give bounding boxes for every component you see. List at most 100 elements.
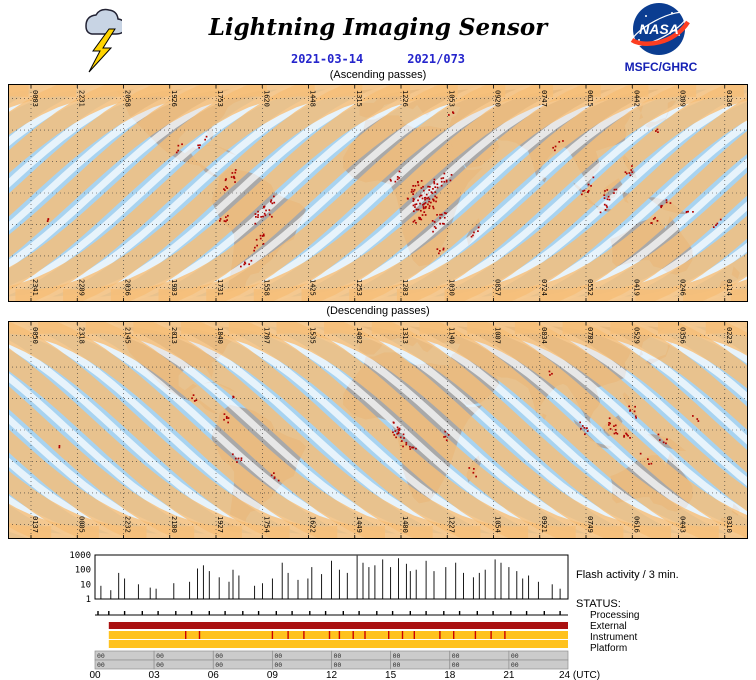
lightning-cloud-icon: [85, 8, 122, 73]
pass-time-bottom: 0724: [540, 279, 548, 296]
hour-label: 06: [208, 670, 220, 680]
status-processing-ticks: [97, 611, 561, 615]
quality-cell-value: 00: [452, 652, 460, 660]
org-link[interactable]: MSFC/GHRC: [624, 60, 698, 74]
date-label: 2021-03-14: [290, 52, 364, 66]
pass-time-top: 0702: [586, 327, 594, 344]
pass-time-top: 2318: [77, 327, 85, 344]
pass-time-bottom: 0137: [31, 516, 39, 533]
pass-time-top: 1140: [447, 327, 455, 344]
pass-time-top: 0003: [31, 90, 39, 107]
pass-time-top: 0615: [586, 90, 594, 107]
flash-chart-y-tick: 10: [80, 580, 91, 590]
pass-time-bottom: 2036: [124, 279, 132, 296]
flash-chart-y-tick: 1000: [69, 551, 91, 561]
grid: [8, 84, 748, 302]
pass-time-bottom: 0443: [679, 516, 687, 533]
hour-label: 12: [326, 670, 338, 680]
page-title: Lightning Imaging Sensor: [208, 14, 548, 41]
pass-time-bottom: 0114: [725, 279, 733, 296]
pass-time-bottom: 1754: [262, 516, 270, 533]
pass-time-top: 0136: [725, 90, 733, 107]
pass-time-top: 0920: [494, 90, 502, 107]
hour-label: 09: [267, 670, 279, 680]
status-row-label-platform: Platform: [590, 643, 627, 654]
pass-time-bottom: 0921: [540, 516, 548, 533]
star-dot: [638, 39, 640, 41]
hour-label: 03: [149, 670, 161, 680]
pass-time-top: 0529: [632, 327, 640, 344]
pass-time-top: 1926: [170, 90, 178, 107]
pass-time-top: 0834: [540, 327, 548, 344]
pass-time-top: 1007: [494, 327, 502, 344]
map-border: [8, 321, 748, 539]
descending-passes-map: 0050 0137 2318 0005 2145 2232 2013 2100 1840 1927…: [8, 321, 748, 539]
quality-cell-value: 00: [156, 652, 164, 660]
pass-time-bottom: 1449: [355, 516, 363, 533]
flash-chart-y-tick: 100: [75, 566, 91, 576]
pass-time-top: 2013: [170, 327, 178, 344]
hour-label: 18: [444, 670, 456, 680]
pass-time-bottom: 0616: [632, 516, 640, 533]
pass-time-bottom: 2341: [31, 279, 39, 296]
hour-label: 15: [385, 670, 397, 680]
quality-cell-value: 00: [97, 652, 105, 660]
pass-time-top: 1226: [401, 90, 409, 107]
status-instrument-events: [185, 631, 506, 639]
quality-cell-value: 00: [215, 652, 223, 660]
quality-cell-value: 00: [393, 661, 401, 669]
quality-cell-value: 00: [334, 652, 342, 660]
ascending-passes-caption: (Ascending passes): [329, 69, 427, 81]
pass-time-top: 0442: [632, 90, 640, 107]
quality-cell-value: 00: [274, 652, 282, 660]
pass-time-top: 1535: [309, 327, 317, 344]
grid: [8, 321, 748, 539]
pass-time-top: 1402: [355, 327, 363, 344]
hour-label: 21: [503, 670, 515, 680]
pass-time-bottom: 0246: [679, 279, 687, 296]
pass-time-labels: 0003 2341 2231 2209 2058 2036 1926 1903 1753 1731…: [31, 90, 733, 296]
orbit-ellipse: [630, 11, 688, 47]
date-row: 2021-03-14 2021/073: [0, 52, 756, 66]
flash-activity-label: Flash activity / 3 min.: [576, 569, 679, 581]
pass-time-top: 2058: [124, 90, 132, 107]
descending-passes-caption: (Descending passes): [326, 305, 430, 317]
pass-time-top: 0223: [725, 327, 733, 344]
star-dot: [645, 15, 647, 17]
pass-time-top: 0356: [679, 327, 687, 344]
hour-label: 00: [89, 670, 101, 680]
quality-cell: [508, 659, 569, 670]
quality-cell-value: 00: [215, 661, 223, 669]
cloud-shape: [85, 8, 122, 35]
pass-time-bottom: 1903: [170, 279, 178, 296]
pass-time-bottom: 1203: [401, 279, 409, 296]
quality-cell-value: 00: [511, 661, 519, 669]
red-swoosh: [630, 20, 690, 47]
pass-time-bottom: 2232: [124, 516, 132, 533]
map-desc-layers: [8, 321, 748, 539]
pass-time-top: 1313: [401, 327, 409, 344]
pass-time-bottom: 1054: [494, 516, 502, 533]
pass-time-bottom: 0857: [494, 279, 502, 296]
pass-time-top: 1620: [262, 90, 270, 107]
day-of-year-label: 2021/073: [407, 52, 466, 66]
nasa-logo-text: NASA: [639, 21, 679, 37]
flash-chart-y-tick: 1: [86, 595, 91, 605]
nasa-logo[interactable]: NASA: [624, 2, 694, 60]
pass-time-bottom: 1400: [401, 516, 409, 533]
activity-status-panel: 1000 100 10 1 Flash activity / 3 min. STATUS:…: [69, 551, 679, 680]
pass-time-top: 1707: [262, 327, 270, 344]
status-row-label-instrument: Instrument: [590, 632, 637, 643]
map-asc-layers: [8, 84, 748, 302]
quality-cell-value: 00: [393, 652, 401, 660]
quality-cell-value: 00: [511, 652, 519, 660]
pass-time-top: 1840: [216, 327, 224, 344]
lightning-flashes: [58, 370, 700, 482]
pass-time-top: 0747: [540, 90, 548, 107]
pass-time-bottom: 1227: [447, 516, 455, 533]
pass-time-top: 2231: [77, 90, 85, 107]
pass-time-top: 0050: [31, 327, 39, 344]
status-instrument-bar: [108, 631, 569, 639]
quality-cell-value: 00: [156, 661, 164, 669]
pass-time-top: 1315: [355, 90, 363, 107]
